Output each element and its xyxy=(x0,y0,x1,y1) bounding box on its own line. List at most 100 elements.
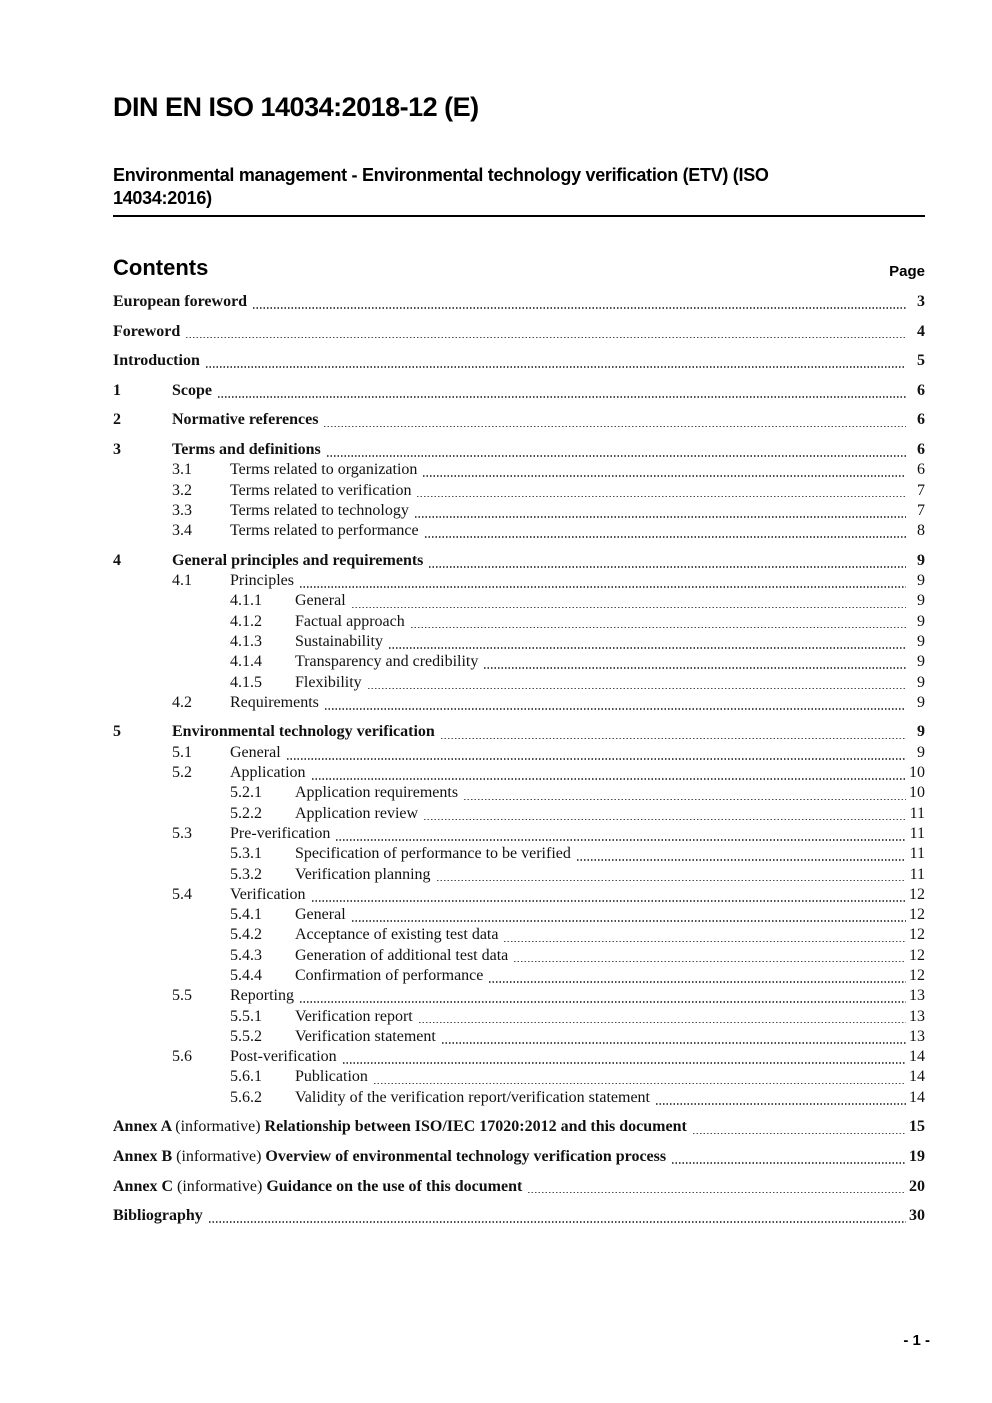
toc-entry-page: 9 xyxy=(917,592,925,610)
toc-entry-page: 14 xyxy=(909,1048,925,1066)
toc-entry: 5.6 Post-verification 14 xyxy=(113,1047,925,1067)
toc-entry-page: 11 xyxy=(909,845,925,863)
toc-entry-label: Terms related to performance xyxy=(230,522,419,540)
dot-leader xyxy=(336,839,906,841)
toc-entry-page: 14 xyxy=(909,1088,925,1106)
dot-leader xyxy=(205,366,906,368)
toc-entry-label: Terms related to technology xyxy=(230,501,409,519)
toc-entry: 5.3.2 Verification planning 11 xyxy=(113,865,925,885)
dot-leader xyxy=(373,1082,906,1085)
toc-entry-label: Normative references xyxy=(172,411,319,429)
dot-leader xyxy=(367,687,906,690)
toc-entry: 5.3 Pre-verification 11 xyxy=(113,824,925,844)
toc-entry-page: 6 xyxy=(917,461,925,479)
toc-entry: 4.1.1 General 9 xyxy=(113,591,925,611)
toc-entry-number: 5.4 xyxy=(172,885,192,903)
toc-entry-page: 9 xyxy=(917,551,925,569)
toc-entry-page: 6 xyxy=(917,440,925,458)
toc-entry-number: 4.1.3 xyxy=(230,632,262,650)
toc-entry-number: 2 xyxy=(113,411,121,429)
toc-entry-page: 19 xyxy=(909,1147,925,1165)
toc-entry-qualifier: (informative) xyxy=(176,1147,266,1165)
toc-entry-number: 5.2 xyxy=(172,764,192,782)
contents-header: Contents Page xyxy=(113,255,925,281)
toc-entry-label: Pre-verification xyxy=(230,824,331,842)
toc-entry-page: 14 xyxy=(909,1068,925,1086)
toc-entry-page: 6 xyxy=(917,381,925,399)
toc-entry: 5.4.2 Acceptance of existing test data 12 xyxy=(113,925,925,945)
toc-entry-number: 3.3 xyxy=(172,501,192,519)
toc-entry-number: 5.4.2 xyxy=(230,926,262,944)
toc-entry-label: Flexibility xyxy=(295,673,362,691)
toc-entry-label: Terms related to organization xyxy=(230,461,418,479)
toc-entry-label: Application requirements xyxy=(295,784,459,802)
toc-entry: 4.1.2 Factual approach 9 xyxy=(113,612,925,632)
toc-entry-number: 1 xyxy=(113,381,121,399)
toc-entry-label: Environmental technology verification xyxy=(172,723,435,741)
toc-entry-label: Annex C (informative) Guidance on the us… xyxy=(113,1177,523,1195)
toc-entry-label: Scope xyxy=(172,381,212,399)
toc-entry-number: 5.5 xyxy=(172,987,192,1005)
dot-leader xyxy=(342,1062,906,1064)
dot-leader xyxy=(436,879,906,882)
toc-entry-page: 12 xyxy=(909,966,925,984)
toc-entry-number: 5.6.2 xyxy=(230,1088,262,1106)
toc-entry-label: Generation of additional test data xyxy=(295,946,509,964)
toc-entry-label: Transparency and credibility xyxy=(295,653,479,671)
toc-entry-label: Factual approach xyxy=(295,612,405,630)
toc-entry: 5.4 Verification 12 xyxy=(113,885,925,905)
toc-entry-number: 4 xyxy=(113,551,121,569)
toc-entry: 5.3.1 Specification of performance to be … xyxy=(113,844,925,864)
toc-entry: 3.4 Terms related to performance 8 xyxy=(113,521,925,541)
dot-leader xyxy=(414,516,906,518)
dot-leader xyxy=(655,1102,906,1105)
toc-entry-number: 5.3.2 xyxy=(230,865,262,883)
toc-entry-page: 4 xyxy=(917,322,925,340)
toc-entry-page: 5 xyxy=(917,352,925,370)
toc-entry: 5.4.3 Generation of additional test data 1… xyxy=(113,946,925,966)
toc-entry: 5.2 Application 10 xyxy=(113,763,925,783)
toc-entry-label: General xyxy=(295,592,346,610)
toc-entry: 5.5.1 Verification report 13 xyxy=(113,1007,925,1027)
toc-entry-number: 3 xyxy=(113,440,121,458)
toc-entry: Annex C (informative) Guidance on the us… xyxy=(113,1177,925,1197)
document-subtitle: Environmental management - Environmental… xyxy=(113,165,769,208)
toc-entry-number: 5.3.1 xyxy=(230,845,262,863)
dot-leader xyxy=(253,307,906,309)
toc-entry: 1 Scope 6 xyxy=(113,381,925,401)
dot-leader xyxy=(311,900,906,902)
toc-entry: 4.1.5 Flexibility 9 xyxy=(113,673,925,693)
toc-entry: Bibliography 30 xyxy=(113,1206,925,1226)
toc-entry-page: 11 xyxy=(909,824,925,842)
toc-entry-number: 5.4.1 xyxy=(230,906,262,924)
toc-entry-page: 12 xyxy=(909,926,925,944)
toc-entry-label: Foreword xyxy=(113,322,181,340)
toc-entry-label: Introduction xyxy=(113,352,200,370)
dot-leader xyxy=(351,920,906,922)
toc-entry-label: General xyxy=(230,743,281,761)
dot-leader xyxy=(418,1021,906,1024)
toc-entry-number: 4.1.5 xyxy=(230,673,262,691)
toc-entry-page: 9 xyxy=(917,572,925,590)
toc-entry-label: Sustainability xyxy=(295,632,383,650)
toc-entry: Annex A (informative) Relationship betwe… xyxy=(113,1117,925,1137)
toc-entry-label: Publication xyxy=(295,1068,368,1086)
page-number-footer: - 1 - xyxy=(903,1332,930,1349)
dot-leader xyxy=(389,647,906,649)
toc-entry: Annex B (informative) Overview of enviro… xyxy=(113,1147,925,1167)
subtitle-block: Environmental management - Environmental… xyxy=(113,164,925,217)
contents-heading: Contents xyxy=(113,255,209,280)
toc-entry: 5.1 General 9 xyxy=(113,743,925,763)
toc-list: European foreword 3 Foreword 4 Introduction 5… xyxy=(113,292,925,1226)
toc-entry-page: 9 xyxy=(917,653,925,671)
toc-entry: 5.5 Reporting 13 xyxy=(113,986,925,1006)
toc-entry-label: Reporting xyxy=(230,987,294,1005)
toc-entry-number: 4.2 xyxy=(172,693,192,711)
toc-entry-number: 4.1.1 xyxy=(230,592,262,610)
dot-leader xyxy=(429,565,906,568)
dot-leader xyxy=(514,960,906,963)
dot-leader xyxy=(186,336,906,339)
toc-entry-page: 10 xyxy=(909,784,925,802)
toc-entry-page: 12 xyxy=(909,885,925,903)
